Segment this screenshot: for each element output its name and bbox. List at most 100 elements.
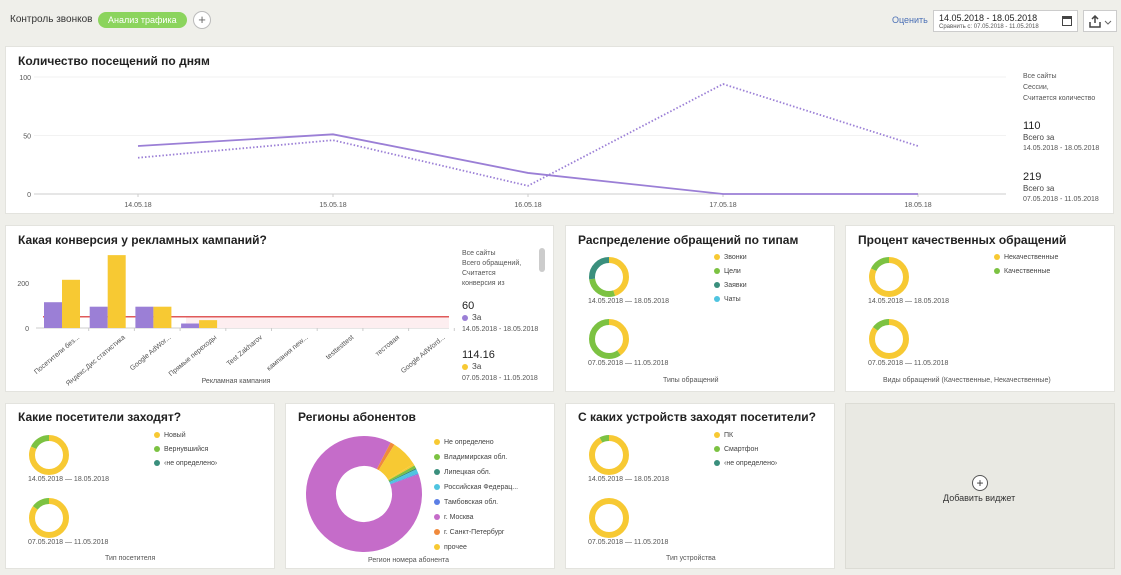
x-tick-label: Посетители без... (33, 333, 82, 376)
regions-card: Регионы абонентов Регион номера абонента… (285, 403, 555, 569)
bar (153, 306, 172, 328)
legend-item: ‹не определено› (714, 457, 777, 471)
add-widget-icon[interactable]: + (972, 475, 988, 491)
visits-chart: 0 50 100 14.05.18 15.05.18 16.05.18 17.05.18 18… (19, 75, 1006, 209)
side-line: конверсия из (462, 280, 505, 287)
side-line: Всего обращений, (462, 260, 522, 267)
conversion-side-info: Все сайты Всего обращений, Считается кон… (462, 249, 534, 287)
devices-donut-previous (589, 498, 629, 538)
donut-date: 07.05.2018 — 11.05.2018 (28, 539, 109, 546)
current-value: 60 (462, 300, 475, 312)
x-tick-label: Прямые переходы (168, 334, 218, 378)
legend-dot (434, 514, 440, 521)
conversion-title: Какая конверсия у рекламных кампаний? (18, 233, 267, 247)
x-tick-label: 18.05.18 (904, 202, 931, 209)
chevron-down-icon (1104, 20, 1112, 25)
legend-dot (434, 469, 440, 476)
devices-legend: ПК Смартфон ‹не определено› (714, 429, 777, 471)
donut-segment (29, 498, 69, 538)
bar (181, 323, 200, 328)
prev-dates: 07.05.2018 - 11.05.2018 (462, 375, 538, 382)
legend-item: ‹не определено› (154, 457, 217, 471)
visits-prev-total: 219 Всего за 07.05.2018 - 11.05.2018 (1023, 172, 1099, 205)
donut-date: 14.05.2018 — 18.05.2018 (588, 298, 669, 305)
x-tick-label: Google AdWord... (400, 334, 447, 375)
bar (89, 306, 108, 328)
y-tick-label: 100 (19, 75, 31, 82)
app-title: Контроль звонков (10, 14, 93, 25)
legend-item: Тамбовская обл. (434, 496, 518, 511)
devices-card: С каких устройств заходят посетители? 14… (565, 403, 835, 569)
tab-traffic-analysis[interactable]: Анализ трафика (98, 12, 187, 28)
legend-dot (714, 460, 720, 467)
devices-donut-current (589, 435, 629, 475)
legend-dot (434, 454, 440, 461)
donut-segment (589, 435, 629, 475)
legend-label: Тамбовская обл. (444, 499, 499, 506)
scrollbar-thumb[interactable] (539, 248, 545, 272)
x-tick-label: Test Zakharov (226, 334, 265, 368)
legend-dot (714, 268, 720, 275)
x-tick-label: 15.05.18 (319, 202, 346, 209)
current-label: Всего за (1023, 133, 1055, 142)
visitors-title: Какие посетители заходят? (18, 410, 182, 424)
legend-item: Заявки (714, 279, 747, 293)
add-widget-label[interactable]: Добавить виджет (943, 493, 1016, 503)
donut-segment (589, 435, 629, 475)
x-tick-label: 14.05.18 (124, 202, 151, 209)
legend-dot (434, 484, 440, 491)
types-card: Распределение обращений по типам 14.05.2… (565, 225, 835, 392)
donut-segment (869, 257, 909, 297)
conversion-current-total: 60 За 14.05.2018 - 18.05.2018 (462, 300, 538, 336)
x-tick-label: 17.05.18 (709, 202, 736, 209)
y-tick-label: 200 (17, 281, 29, 288)
legend-dot (154, 446, 160, 453)
legend-item: Смартфон (714, 443, 777, 457)
legend-dot (434, 439, 440, 446)
side-line: Все сайты (462, 250, 496, 257)
side-line: Все сайты (1023, 73, 1057, 80)
prev-label: За (472, 362, 482, 371)
legend-label: Владимирская обл. (444, 454, 508, 461)
quality-donut-current (869, 257, 909, 297)
visits-title: Количество посещений по дням (18, 54, 210, 68)
current-dates: 14.05.2018 - 18.05.2018 (462, 326, 539, 333)
date-range-picker[interactable]: 14.05.2018 - 18.05.2018 Сравнить с: 07.0… (933, 10, 1078, 32)
quality-title: Процент качественных обращений (858, 233, 1067, 247)
legend-dot (714, 282, 720, 289)
visits-current-total: 110 Всего за 14.05.2018 - 18.05.2018 (1023, 121, 1099, 154)
x-axis-label: Рекламная кампания (202, 378, 271, 385)
visitors-card: Какие посетители заходят? 14.05.2018 — 1… (5, 403, 275, 569)
export-button[interactable] (1083, 10, 1117, 32)
donut-date: 07.05.2018 — 11.05.2018 (868, 360, 949, 367)
donut-date: 14.05.2018 — 18.05.2018 (28, 476, 109, 483)
add-widget-tile[interactable]: + Добавить виджет (845, 403, 1115, 569)
chart-caption: Тип посетителя (105, 555, 156, 562)
bar (44, 302, 62, 328)
legend-dot (714, 432, 720, 439)
types-donut-current (589, 257, 629, 297)
donut-date: 07.05.2018 — 11.05.2018 (588, 360, 669, 367)
legend-label: Звонки (724, 254, 747, 261)
types-title: Распределение обращений по типам (578, 233, 799, 247)
legend-item: Новый (154, 429, 217, 443)
types-legend: Звонки Цели Заявки Чаты (714, 251, 747, 307)
legend-dot (434, 544, 440, 551)
legend-dot (434, 529, 440, 536)
legend-item: прочее (434, 541, 518, 556)
add-tab-button[interactable]: + (193, 11, 211, 29)
series-line-current (137, 133, 918, 195)
rate-link[interactable]: Оценить (892, 15, 928, 25)
bar (135, 306, 154, 328)
legend-label: Новый (164, 432, 186, 439)
legend-label: Российская Федерац... (444, 484, 519, 491)
calendar-icon[interactable] (1062, 16, 1072, 26)
regions-title: Регионы абонентов (298, 410, 416, 424)
visitors-legend: Новый Вернувшийся ‹не определено› (154, 429, 217, 471)
legend-item: г. Санкт-Петербург (434, 526, 518, 541)
legend-dot (154, 432, 160, 439)
donut-segment (869, 319, 909, 359)
legend-item: Вернувшийся (154, 443, 217, 457)
legend-item: Некачественные (994, 251, 1058, 265)
legend-label: Заявки (724, 282, 747, 289)
